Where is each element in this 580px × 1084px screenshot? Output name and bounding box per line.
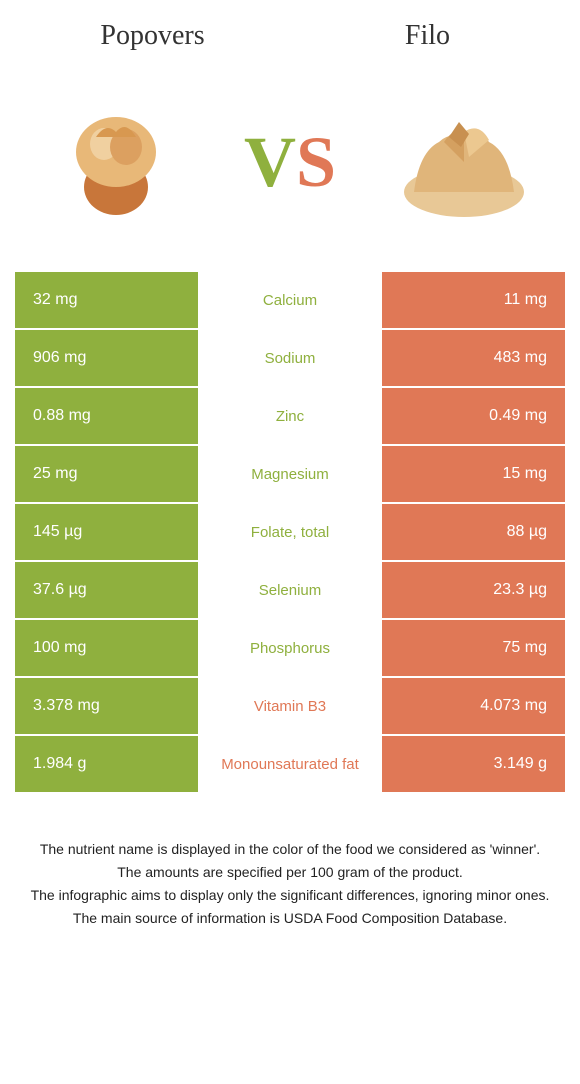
value-right: 88 µg <box>382 504 565 560</box>
title-left: Popovers <box>15 20 290 52</box>
value-right: 23.3 µg <box>382 562 565 618</box>
comparison-table: 32 mgCalcium11 mg906 mgSodium483 mg0.88 … <box>15 272 565 794</box>
value-right: 3.149 g <box>382 736 565 792</box>
value-right: 0.49 mg <box>382 388 565 444</box>
value-right: 15 mg <box>382 446 565 502</box>
footer-line: The main source of information is USDA F… <box>23 908 557 929</box>
value-left: 32 mg <box>15 272 198 328</box>
hero-row: VS <box>15 82 565 242</box>
filo-icon <box>389 97 539 227</box>
table-row: 37.6 µgSelenium23.3 µg <box>15 562 565 620</box>
nutrient-label: Selenium <box>198 562 381 618</box>
value-left: 37.6 µg <box>15 562 198 618</box>
title-right: Filo <box>290 20 565 52</box>
vs-label: VS <box>244 121 336 204</box>
value-right: 11 mg <box>382 272 565 328</box>
header: Popovers Filo <box>15 20 565 52</box>
table-row: 1.984 gMonounsaturated fat3.149 g <box>15 736 565 794</box>
nutrient-label: Folate, total <box>198 504 381 560</box>
value-left: 906 mg <box>15 330 198 386</box>
vs-s: S <box>296 122 336 202</box>
footer-line: The amounts are specified per 100 gram o… <box>23 862 557 883</box>
nutrient-label: Magnesium <box>198 446 381 502</box>
footer-line: The infographic aims to display only the… <box>23 885 557 906</box>
table-row: 25 mgMagnesium15 mg <box>15 446 565 504</box>
nutrient-label: Phosphorus <box>198 620 381 676</box>
value-left: 0.88 mg <box>15 388 198 444</box>
table-row: 100 mgPhosphorus75 mg <box>15 620 565 678</box>
nutrient-label: Calcium <box>198 272 381 328</box>
value-left: 1.984 g <box>15 736 198 792</box>
value-right: 4.073 mg <box>382 678 565 734</box>
table-row: 32 mgCalcium11 mg <box>15 272 565 330</box>
table-row: 3.378 mgVitamin B34.073 mg <box>15 678 565 736</box>
footer-line: The nutrient name is displayed in the co… <box>23 839 557 860</box>
popover-icon <box>41 97 191 227</box>
value-right: 483 mg <box>382 330 565 386</box>
value-left: 100 mg <box>15 620 198 676</box>
value-left: 25 mg <box>15 446 198 502</box>
table-row: 145 µgFolate, total88 µg <box>15 504 565 562</box>
nutrient-label: Zinc <box>198 388 381 444</box>
vs-v: V <box>244 122 296 202</box>
footer-notes: The nutrient name is displayed in the co… <box>15 839 565 929</box>
table-row: 0.88 mgZinc0.49 mg <box>15 388 565 446</box>
nutrient-label: Vitamin B3 <box>198 678 381 734</box>
table-row: 906 mgSodium483 mg <box>15 330 565 388</box>
nutrient-label: Sodium <box>198 330 381 386</box>
value-left: 3.378 mg <box>15 678 198 734</box>
nutrient-label: Monounsaturated fat <box>198 736 381 792</box>
value-left: 145 µg <box>15 504 198 560</box>
value-right: 75 mg <box>382 620 565 676</box>
